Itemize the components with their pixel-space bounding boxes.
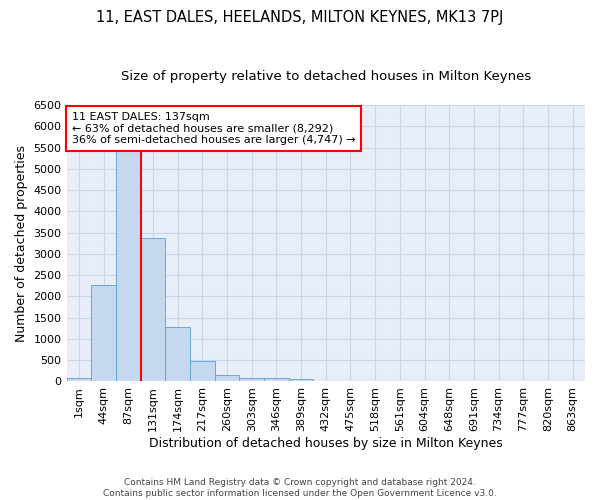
Bar — [67, 378, 91, 382]
Bar — [264, 378, 289, 382]
Bar — [165, 326, 190, 382]
Bar — [215, 374, 239, 382]
Bar — [289, 380, 313, 382]
Bar — [313, 380, 338, 382]
Text: 11 EAST DALES: 137sqm
← 63% of detached houses are smaller (8,292)
36% of semi-d: 11 EAST DALES: 137sqm ← 63% of detached … — [72, 112, 355, 145]
Bar — [140, 238, 165, 382]
Y-axis label: Number of detached properties: Number of detached properties — [15, 144, 28, 342]
Bar — [116, 151, 140, 382]
Text: 11, EAST DALES, HEELANDS, MILTON KEYNES, MK13 7PJ: 11, EAST DALES, HEELANDS, MILTON KEYNES,… — [97, 10, 503, 25]
Bar — [91, 285, 116, 382]
Text: Contains HM Land Registry data © Crown copyright and database right 2024.
Contai: Contains HM Land Registry data © Crown c… — [103, 478, 497, 498]
Title: Size of property relative to detached houses in Milton Keynes: Size of property relative to detached ho… — [121, 70, 531, 83]
Bar — [190, 362, 215, 382]
X-axis label: Distribution of detached houses by size in Milton Keynes: Distribution of detached houses by size … — [149, 437, 503, 450]
Bar — [239, 378, 264, 382]
